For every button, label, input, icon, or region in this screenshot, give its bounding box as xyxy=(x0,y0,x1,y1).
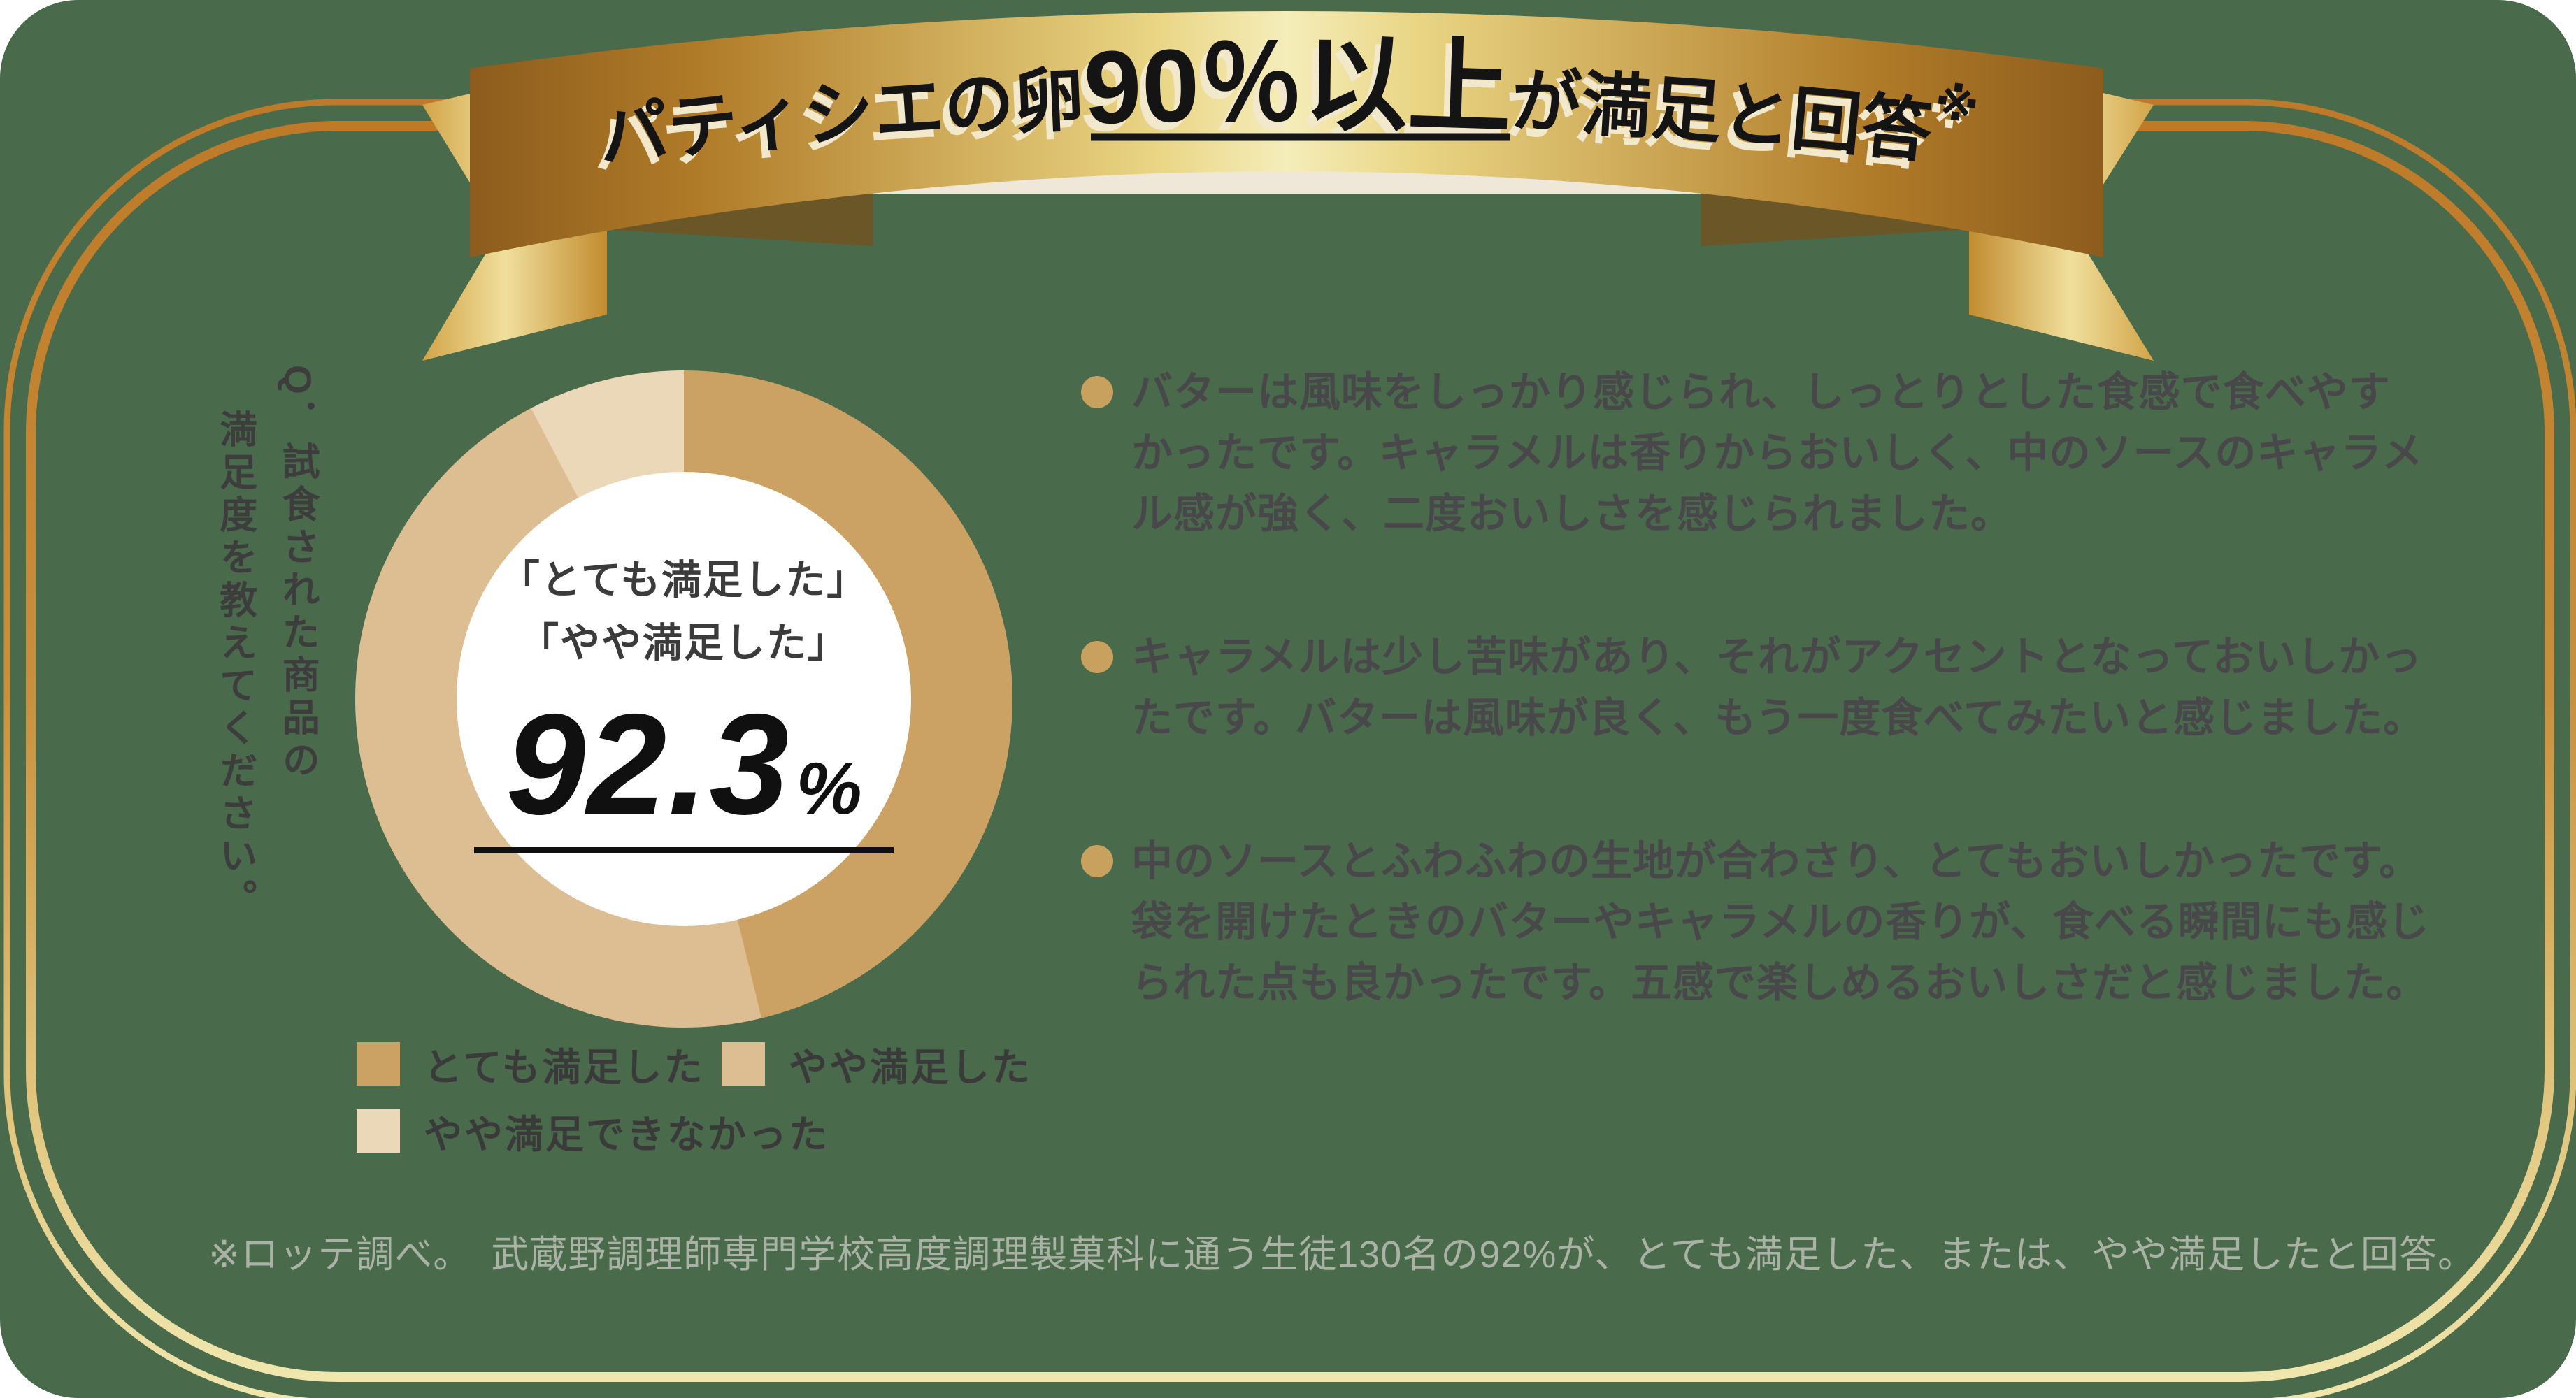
donut-score-value: 92.3 xyxy=(506,684,791,844)
legend-item-somewhat-satisfied: やや満足した xyxy=(722,1036,1032,1092)
legend-swatch-very-satisfied xyxy=(357,1042,400,1086)
donut-score-underline xyxy=(474,847,894,853)
donut-center-quote-1: 「とても満足した」 xyxy=(499,558,868,603)
donut-score: 92.3 % xyxy=(506,693,861,836)
bullet-dot-icon xyxy=(1081,845,1113,877)
donut-chart: 「とても満足した」 「やや満足した」 92.3 % xyxy=(355,370,1012,1028)
donut-score-unit: % xyxy=(796,747,862,830)
donut-center-quote-2: 「やや満足した」 xyxy=(519,621,849,665)
legend-label-very-satisfied: とても満足した xyxy=(424,1046,705,1089)
comment-item-3: 中のソースとふわふわの生地が合わさり、とてもおいしかったです。袋を開けたときのバ… xyxy=(1081,831,2431,1014)
legend-label-not-satisfied: やや満足できなかった xyxy=(424,1113,830,1156)
ribbon-title-highlight: 90％以上 xyxy=(1082,27,1514,147)
legend-item-not-satisfied: やや満足できなかった xyxy=(357,1103,829,1159)
comment-item-2: キャラメルは少し苦味があり、それがアクセントとなっておいしかったです。バターは風… xyxy=(1081,627,2431,749)
footnote: ※ロッテ調べ。 武蔵野調理師専門学校高度調理製菓科に通う生徒130名の92%が、… xyxy=(208,1234,2477,1276)
question-line-1: Q．試食された商品の xyxy=(276,365,319,784)
comment-text-1: バターは風味をしっかり感じられ、しっとりとした食感で食べやすかったです。キャラメ… xyxy=(1131,369,2424,537)
comment-item-1: バターは風味をしっかり感じられ、しっとりとした食感で食べやすかったです。キャラメ… xyxy=(1081,362,2431,545)
ribbon-banner: パティシエの卵90％以上が満足と回答※ パティシエの卵90％以上が満足と回答※ xyxy=(422,11,2154,361)
comment-text-3: 中のソースとふわふわの生地が合わさり、とてもおいしかったです。袋を開けたときのバ… xyxy=(1131,838,2431,1006)
donut-center: 「とても満足した」 「やや満足した」 92.3 % xyxy=(457,472,911,926)
legend-swatch-somewhat-satisfied xyxy=(722,1042,765,1086)
legend-swatch-not-satisfied xyxy=(357,1109,400,1153)
question-line-2: 満足度を教えてください。 xyxy=(213,410,256,921)
question-vertical-text: Q．試食された商品の 満足度を教えてください。 xyxy=(203,365,328,1309)
bullet-dot-icon xyxy=(1081,376,1113,408)
legend-label-somewhat-satisfied: やや満足した xyxy=(789,1046,1033,1089)
bullet-dot-icon xyxy=(1081,641,1113,673)
ribbon-note-mark: ※ xyxy=(1932,78,1981,133)
legend-item-very-satisfied: とても満足した xyxy=(357,1036,705,1092)
comment-text-2: キャラメルは少し苦味があり、それがアクセントとなっておいしかったです。バターは風… xyxy=(1131,634,2425,741)
comments-list: バターは風味をしっかり感じられ、しっとりとした食感で食べやすかったです。キャラメ… xyxy=(1081,362,2431,1096)
